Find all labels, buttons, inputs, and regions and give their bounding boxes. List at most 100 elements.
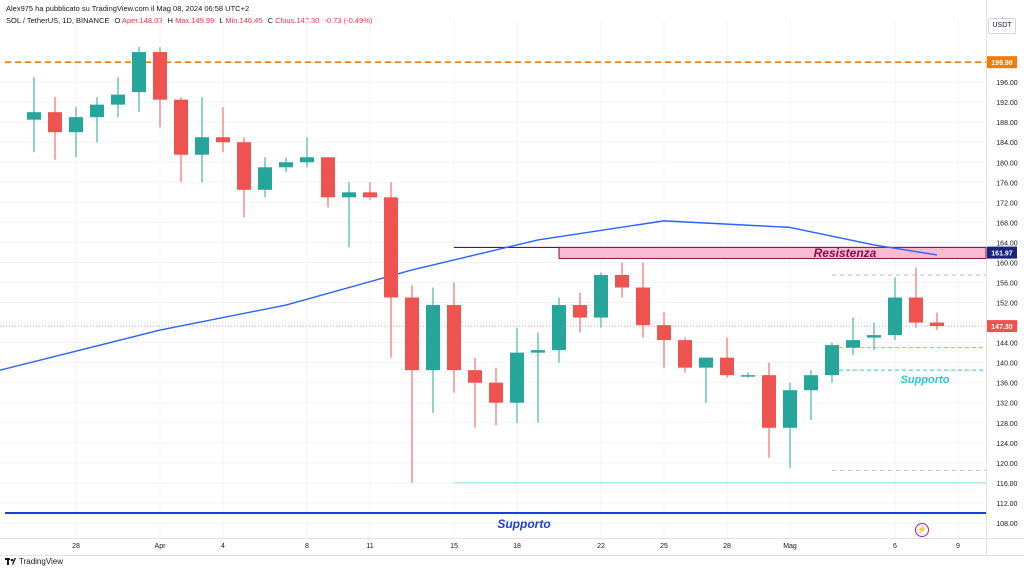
low-value: 146.45 bbox=[239, 16, 263, 25]
candle-body bbox=[531, 350, 545, 353]
candle-body bbox=[426, 305, 440, 371]
time-tick-label: Apr bbox=[155, 543, 167, 550]
price-tick-label: 112.00 bbox=[997, 501, 1018, 508]
resistance-label: Resistenza bbox=[814, 246, 877, 260]
candles bbox=[27, 47, 944, 483]
level-price-box bbox=[987, 56, 1017, 69]
candle-body bbox=[930, 322, 944, 327]
current-price-label: 147.30 bbox=[991, 324, 1013, 331]
level-price-box bbox=[987, 246, 1017, 259]
candle-body bbox=[405, 297, 419, 371]
level-price-label: 199.98 bbox=[991, 60, 1013, 67]
tradingview-logo-icon bbox=[5, 558, 16, 565]
candle-body bbox=[867, 335, 881, 338]
ohlc-legend: SOL / TetherUS, 1D, BINANCE O Aper.148.0… bbox=[6, 16, 372, 25]
moving-average-line bbox=[0, 220, 938, 371]
brand-text: TradingView bbox=[19, 557, 64, 566]
price-tick-label: 120.00 bbox=[996, 461, 1018, 468]
close-value: 147.30 bbox=[296, 16, 320, 25]
candle-body bbox=[678, 340, 692, 368]
time-tick-label: 22 bbox=[597, 543, 605, 550]
candle-body bbox=[90, 104, 104, 118]
candle-body bbox=[825, 345, 839, 376]
price-tick-label: 152.00 bbox=[996, 301, 1018, 308]
candle-body bbox=[174, 99, 188, 155]
candle-body bbox=[132, 52, 146, 93]
price-tick-label: 172.00 bbox=[996, 200, 1018, 207]
support-upper-label: Supporto bbox=[901, 374, 950, 386]
candle-body bbox=[321, 157, 335, 198]
time-tick-label: 4 bbox=[221, 543, 225, 550]
price-tick-label: 160.00 bbox=[996, 260, 1018, 267]
time-tick-label: 9 bbox=[956, 543, 960, 550]
candle-body bbox=[489, 382, 503, 403]
price-tick-label: 156.00 bbox=[996, 280, 1018, 287]
price-tick-label: 188.00 bbox=[996, 120, 1018, 127]
candle-body bbox=[384, 197, 398, 298]
close-text: Chius. bbox=[275, 16, 297, 25]
candle-body bbox=[216, 137, 230, 143]
grid bbox=[0, 20, 986, 538]
candle-body bbox=[111, 94, 125, 105]
candle-body bbox=[300, 157, 314, 163]
price-tick-label: 124.00 bbox=[996, 441, 1018, 448]
price-tick-label: 144.00 bbox=[996, 341, 1018, 348]
price-tick-label: 136.00 bbox=[996, 381, 1018, 388]
price-tick-label: 140.00 bbox=[996, 361, 1018, 368]
time-tick-label: 25 bbox=[660, 543, 668, 550]
price-tick-label: 168.00 bbox=[996, 220, 1018, 227]
candle-body bbox=[804, 375, 818, 391]
price-tick-label: 180.00 bbox=[996, 160, 1018, 167]
candle-body bbox=[657, 325, 671, 341]
candle-body bbox=[615, 274, 629, 288]
price-tick-label: 176.00 bbox=[996, 180, 1018, 187]
time-tick-label: 8 bbox=[305, 543, 309, 550]
candle-body bbox=[48, 112, 62, 133]
candle-body bbox=[888, 297, 902, 336]
candle-body bbox=[573, 305, 587, 318]
price-tick-label: 196.00 bbox=[996, 80, 1018, 87]
change-value: -0.73 (-0.49%) bbox=[324, 16, 373, 25]
close-label: C bbox=[267, 16, 274, 25]
candle-body bbox=[720, 357, 734, 376]
candle-body bbox=[237, 142, 251, 190]
candle-body bbox=[510, 352, 524, 403]
price-tick-label: 128.00 bbox=[996, 421, 1018, 428]
price-tick-label: 108.00 bbox=[996, 521, 1018, 528]
candle-body bbox=[195, 137, 209, 155]
currency-button[interactable]: USDT bbox=[988, 18, 1016, 34]
price-tick-label: 116.00 bbox=[997, 481, 1018, 488]
candle-body bbox=[447, 305, 461, 371]
support-main-label: Supporto bbox=[497, 517, 550, 531]
price-tick-label: 132.00 bbox=[996, 401, 1018, 408]
candle-body bbox=[258, 167, 272, 190]
time-tick-label: 28 bbox=[72, 543, 80, 550]
candle-body bbox=[909, 297, 923, 323]
candle-body bbox=[69, 117, 83, 133]
price-tick-label: 192.00 bbox=[996, 100, 1018, 107]
open-text: Aper. bbox=[121, 16, 140, 25]
published-note: Alex975 ha pubblicato su TradingView.com… bbox=[6, 4, 250, 13]
high-text: Max. bbox=[175, 16, 192, 25]
lightning-icon[interactable]: ⚡ bbox=[915, 523, 929, 537]
low-label: L bbox=[219, 16, 224, 25]
resistance-zone bbox=[558, 246, 987, 259]
time-tick-label: 6 bbox=[893, 543, 897, 550]
price-tick-label: 164.00 bbox=[996, 240, 1018, 247]
candle-body bbox=[552, 305, 566, 351]
candle-body bbox=[153, 52, 167, 100]
candle-body bbox=[279, 162, 293, 168]
price-tick-label: 184.00 bbox=[996, 140, 1018, 147]
candle-body bbox=[636, 287, 650, 326]
level-price-label: 161.97 bbox=[991, 251, 1013, 258]
time-tick-label: 15 bbox=[450, 543, 458, 550]
symbol-label: SOL / TetherUS, 1D, BINANCE bbox=[6, 16, 110, 25]
open-value: 148.03 bbox=[139, 16, 163, 25]
open-label: O bbox=[114, 16, 121, 25]
candle-body bbox=[594, 274, 608, 318]
candle-body bbox=[846, 340, 860, 348]
candle-body bbox=[363, 192, 377, 198]
candle-body bbox=[468, 370, 482, 383]
candle-body bbox=[741, 375, 755, 377]
